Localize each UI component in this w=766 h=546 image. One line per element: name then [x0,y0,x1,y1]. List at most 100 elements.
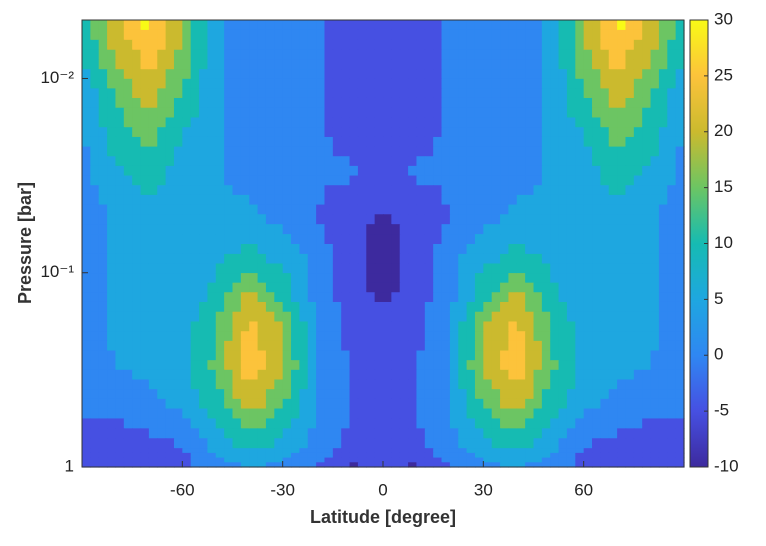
contour-cell [215,282,225,293]
contour-cell [123,244,133,255]
contour-cell [324,360,334,371]
contour-cell [533,462,543,468]
contour-cell [391,379,401,390]
contour-cell [249,127,259,138]
contour-cell [291,389,300,400]
contour-cell [408,127,418,138]
contour-cell [600,389,610,400]
contour-cell [416,452,426,459]
contour-cell [157,452,167,459]
contour-cell [316,438,326,449]
contour-cell [140,194,150,206]
contour-cell [592,331,601,342]
contour-cell [291,78,300,89]
contour-cell [658,253,668,265]
contour-cell [667,204,677,215]
contour-cell [291,457,300,463]
contour-cell [466,49,476,61]
contour-cell [349,204,359,215]
contour-cell [182,462,192,468]
contour-cell [148,301,158,313]
contour-cell [575,117,585,128]
contour-cell [224,350,234,361]
contour-cell [541,224,551,235]
contour-cell [491,418,501,429]
contour-cell [416,78,426,89]
contour-cell [374,253,384,265]
contour-cell [173,398,183,410]
contour-cell [675,204,685,215]
contour-cell [291,29,300,41]
contour-cell [533,292,543,303]
contour-cell [566,224,576,235]
contour-cell [433,156,443,167]
contour-cell [558,369,568,381]
contour-cell [90,175,100,186]
contour-cell [207,39,217,51]
contour-cell [307,331,317,342]
contour-cell [491,273,501,284]
contour-cell [399,88,409,99]
contour-cell [642,214,652,225]
contour-cell [215,418,225,429]
contour-cell [658,97,668,109]
contour-cell [491,127,501,138]
contour-cell [332,156,342,167]
contour-cell [416,340,426,352]
contour-cell [541,360,551,371]
contour-cell [173,49,183,61]
contour-cell [299,418,309,429]
contour-cell [341,49,351,61]
contour-cell [474,428,484,439]
contour-cell [199,438,209,449]
contour-cell [600,263,610,274]
contour-cell [357,107,367,119]
contour-cell [291,331,300,342]
contour-cell [215,194,225,206]
contour-cell [625,398,635,410]
contour-cell [558,175,568,186]
contour-cell [199,428,209,439]
contour-cell [165,379,175,390]
contour-cell [224,389,234,400]
contour-cell [374,146,384,157]
contour-cell [433,369,443,381]
contour-cell [148,156,158,167]
contour-cell [366,146,376,157]
contour-cell [566,398,576,410]
contour-cell [491,398,501,410]
contour-cell [449,340,459,352]
contour-cell [675,175,685,186]
contour-cell [533,69,543,80]
contour-cell [190,88,200,99]
contour-cell [132,311,142,323]
contour-cell [140,369,150,381]
contour-cell [299,457,309,463]
contour-cell [600,97,610,109]
contour-cell [165,292,175,303]
contour-cell [123,107,133,119]
contour-cell [374,194,384,206]
contour-cell [391,49,401,61]
contour-cell [90,244,100,255]
contour-cell [500,214,510,225]
contour-cell [558,20,568,31]
contour-cell [399,379,409,390]
contour-cell [307,253,317,265]
contour-cell [123,165,133,177]
contour-cell [583,20,593,31]
contour-cell [332,175,342,186]
contour-cell [265,263,275,274]
contour-cell [316,389,326,400]
contour-cell [299,292,309,303]
contour-cell [508,49,518,61]
contour-cell [550,20,560,31]
contour-cell [675,127,685,138]
contour-cell [583,88,593,99]
contour-cell [182,194,192,206]
contour-cell [516,398,526,410]
contour-cell [249,214,259,225]
contour-cell [332,136,342,148]
contour-cell [658,49,668,61]
contour-cell [190,457,200,463]
